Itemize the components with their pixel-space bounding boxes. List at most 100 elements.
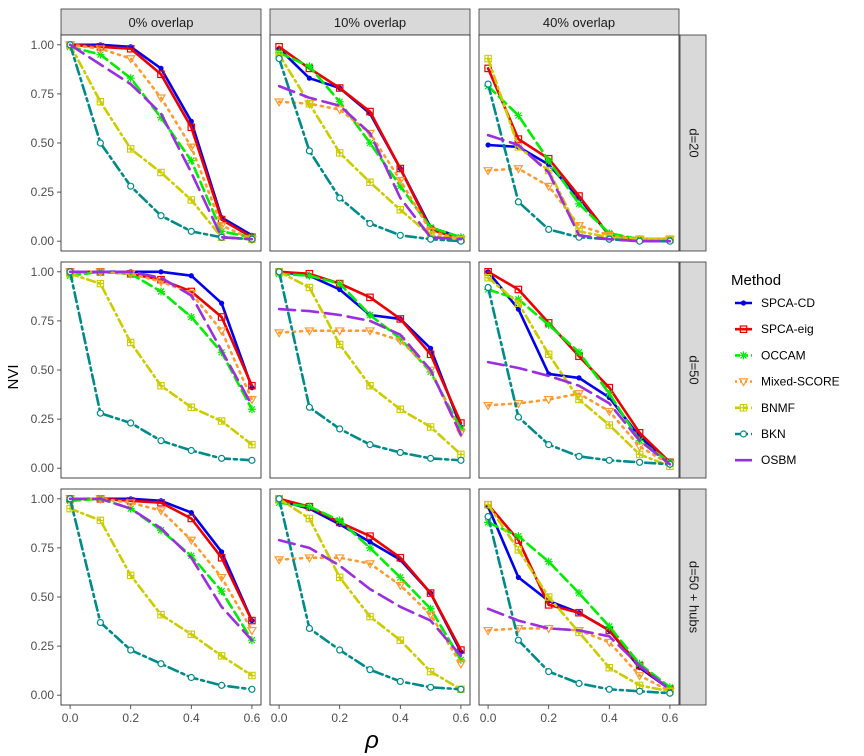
data-point-mixed-score <box>334 327 345 336</box>
data-point-bnmf <box>544 593 553 601</box>
data-point-bkn <box>575 452 583 460</box>
data-point-bnmf <box>217 417 226 425</box>
data-point-occam <box>187 551 196 560</box>
data-point-mixed-score <box>543 396 554 405</box>
data-point-occam <box>514 111 523 120</box>
data-point-occam <box>247 405 256 414</box>
data-point-bkn <box>545 668 553 676</box>
data-point-bkn <box>96 139 104 147</box>
panel <box>478 261 680 479</box>
data-point-bnmf <box>96 516 105 525</box>
data-point-bnmf <box>248 440 256 449</box>
data-point-bkn <box>275 495 283 503</box>
data-point-spca-cd <box>428 345 434 351</box>
data-point-mixed-score <box>513 165 524 174</box>
series-line-mixed-score <box>486 392 672 466</box>
panel-frame <box>60 488 262 706</box>
legend: Method SPCA-CD SPCA-eig OCCAM Mixed-SCORE BNM… <box>731 272 840 467</box>
series-line-osbm <box>277 307 463 437</box>
data-point-bnmf <box>335 573 344 582</box>
data-point-spca-eig <box>157 70 165 79</box>
data-point-bkn <box>305 403 313 411</box>
data-point-spca-eig <box>248 381 256 390</box>
data-point-occam <box>544 156 553 165</box>
data-point-occam <box>305 62 314 71</box>
data-point-occam <box>514 532 523 541</box>
data-point-occam <box>366 311 374 320</box>
data-point-bkn <box>605 685 613 693</box>
data-point-spca-eig <box>366 532 374 540</box>
data-point-mixed-score <box>573 390 585 399</box>
column-strip-label: 10% overlap <box>334 15 406 30</box>
data-point-mixed-score <box>364 327 376 336</box>
legend-label: SPCA-CD <box>761 296 815 310</box>
data-point-bkn <box>218 681 226 689</box>
y-tick-label: 0.25 <box>31 412 55 426</box>
row-strip <box>679 34 707 252</box>
data-point-mixed-score <box>364 560 376 569</box>
data-point-spca-eig <box>544 601 553 609</box>
data-point-bnmf <box>426 423 435 431</box>
data-point-mixed-score <box>425 611 436 620</box>
data-point-bkn <box>739 430 748 438</box>
data-point-bkn <box>336 194 344 202</box>
x-tick-label: 0.2 <box>122 711 139 725</box>
data-point-occam <box>335 279 344 288</box>
panel <box>269 488 471 706</box>
x-tick-label: 0.0 <box>271 711 288 725</box>
x-tick-label: 0.6 <box>453 711 470 725</box>
data-point-bnmf <box>575 395 583 404</box>
series-line-mixed-score <box>277 329 463 435</box>
data-point-bnmf <box>305 283 314 292</box>
data-point-spca-cd <box>158 65 164 71</box>
column-strip-label: 40% overlap <box>543 15 615 30</box>
data-point-bnmf <box>544 350 553 359</box>
y-tick-label: 0.50 <box>31 590 55 604</box>
data-point-bkn <box>484 512 492 521</box>
data-point-occam <box>187 312 196 321</box>
data-point-occam <box>426 223 435 232</box>
data-point-spca-eig <box>635 429 644 437</box>
data-point-bnmf <box>96 279 105 288</box>
data-point-bnmf <box>366 178 374 187</box>
data-point-spca-eig <box>396 553 405 562</box>
data-point-mixed-score <box>604 407 615 417</box>
column-strip <box>269 8 471 36</box>
data-point-spca-cd <box>337 286 343 293</box>
data-point-bnmf <box>126 145 135 153</box>
y-tick-label: 1.00 <box>31 492 55 506</box>
data-point-mixed-score <box>246 626 257 636</box>
data-point-bkn <box>366 666 374 674</box>
data-point-occam <box>396 573 405 582</box>
data-point-mixed-score <box>274 556 285 565</box>
data-point-bnmf <box>157 610 165 619</box>
data-point-occam <box>217 587 226 596</box>
row-strip-label: d=20 <box>687 128 702 157</box>
data-point-bkn <box>157 212 165 220</box>
data-point-spca-eig <box>426 350 435 359</box>
data-point-bkn <box>514 636 522 644</box>
data-point-occam <box>514 295 523 304</box>
data-point-occam <box>456 424 465 433</box>
data-point-bnmf <box>605 421 614 429</box>
y-tick-label: 0.25 <box>31 185 55 199</box>
data-point-mixed-score <box>483 167 494 176</box>
panel <box>269 261 471 479</box>
data-point-occam <box>665 683 674 692</box>
data-point-bkn <box>336 646 344 654</box>
x-tick-label: 0.4 <box>183 711 200 725</box>
data-point-bkn <box>275 54 283 63</box>
legend-label: OCCAM <box>761 348 806 362</box>
data-point-spca-eig <box>396 164 405 173</box>
data-point-bkn <box>248 685 256 693</box>
row-strip-label: d=50 <box>687 355 702 384</box>
y-tick-label: 0.75 <box>31 87 55 101</box>
panel <box>478 488 680 706</box>
data-point-bkn <box>427 454 435 462</box>
series-line-osbm <box>486 360 672 466</box>
data-point-occam <box>605 229 614 238</box>
data-point-mixed-score <box>483 401 494 411</box>
y-tick-label: 0.50 <box>31 363 55 377</box>
data-point-mixed-score <box>604 638 615 648</box>
data-point-occam <box>126 74 135 83</box>
